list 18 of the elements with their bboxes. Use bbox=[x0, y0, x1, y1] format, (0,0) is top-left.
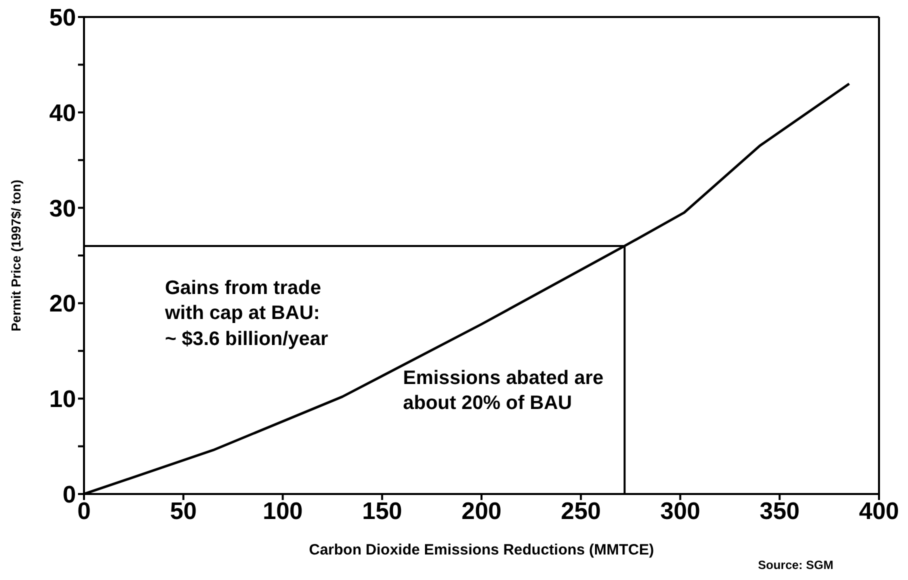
x-tick-label: 50 bbox=[170, 498, 197, 526]
x-tick-label: 300 bbox=[660, 498, 700, 526]
x-tick-label: 400 bbox=[858, 498, 900, 526]
x-tick-label: 200 bbox=[461, 498, 502, 526]
x-tick-label: 100 bbox=[262, 498, 303, 526]
y-tick-label: 20 bbox=[49, 290, 76, 318]
x-axis-title: Carbon Dioxide Emissions Reductions (MMTCE) bbox=[308, 542, 654, 559]
annotation: Gains from trade with cap at BAU: ~ $3.6 billion/year bbox=[165, 276, 328, 352]
y-tick-label: 40 bbox=[49, 100, 76, 127]
y-tick-label: 10 bbox=[49, 386, 76, 414]
x-tick-label: 250 bbox=[560, 498, 601, 526]
x-tick-label: 350 bbox=[760, 498, 800, 526]
y-axis-title: Permit Price (1997$/ ton) bbox=[8, 180, 24, 332]
y-tick-label: 30 bbox=[49, 195, 76, 222]
source-note: Source: SGM bbox=[758, 558, 834, 574]
x-tick-label: 150 bbox=[362, 498, 402, 526]
y-tick-label: 50 bbox=[49, 4, 76, 32]
annotation: Emissions abated are about 20% of BAU bbox=[403, 366, 604, 416]
